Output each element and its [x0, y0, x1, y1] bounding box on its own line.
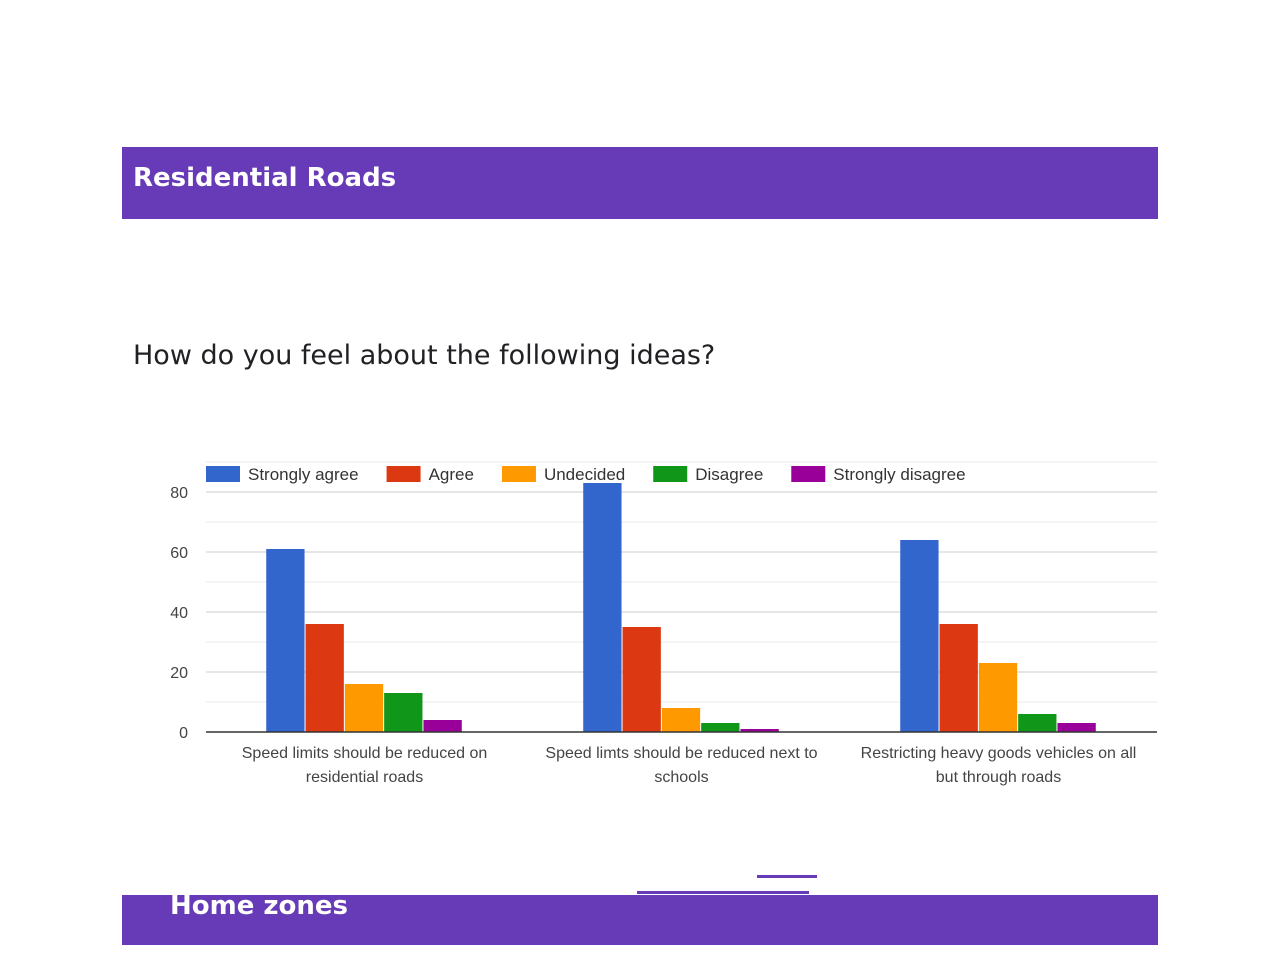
legend-swatch: [653, 466, 688, 482]
bar: [583, 483, 622, 732]
legend-label: Strongly agree: [248, 465, 359, 484]
bar: [740, 729, 779, 732]
bar: [266, 549, 305, 732]
y-tick-label: 60: [170, 545, 188, 562]
x-tick-label: Speed limits should be reduced on: [242, 745, 488, 762]
legend-swatch: [386, 466, 421, 482]
bar-chart: 0 20 40 60 80 Speed limits should be reduced…: [170, 461, 1157, 786]
bar: [978, 663, 1018, 732]
legend: Strongly agree Agree Undecided Disagree Stro…: [206, 465, 966, 484]
bar: [939, 624, 978, 732]
bars: [266, 483, 1096, 732]
legend-label: Agree: [429, 465, 474, 484]
bar: [900, 540, 939, 732]
legend-label: Undecided: [544, 465, 625, 484]
bar: [1018, 714, 1057, 732]
section-header-residential-roads: Residential Roads: [122, 147, 1158, 219]
legend-swatch: [501, 466, 536, 482]
bar: [1057, 723, 1096, 732]
question-title: How do you feel about the following idea…: [133, 340, 716, 371]
bar: [384, 693, 423, 732]
section-title: Home zones: [170, 891, 349, 921]
y-tick-label: 80: [170, 485, 188, 502]
legend-swatch: [791, 466, 826, 482]
legend-swatch: [206, 466, 240, 482]
tab-indicator: [757, 875, 817, 878]
y-tick-label: 0: [179, 725, 188, 742]
x-tick-label: Restricting heavy goods vehicles on all: [861, 745, 1137, 762]
bar: [423, 720, 462, 732]
section-header-home-zones: Home zones: [122, 893, 1158, 945]
grid-lines: [206, 461, 1157, 703]
y-axis-ticks: 0 20 40 60 80: [170, 485, 188, 742]
bar: [701, 723, 740, 732]
bar: [305, 624, 344, 732]
x-tick-label: but through roads: [936, 769, 1061, 786]
bar: [344, 684, 384, 732]
x-tick-label: residential roads: [306, 769, 423, 786]
bar: [661, 708, 701, 732]
y-tick-label: 20: [170, 665, 188, 682]
y-tick-label: 40: [170, 605, 188, 622]
bar: [622, 627, 661, 732]
x-tick-label: schools: [654, 769, 708, 786]
legend-label: Disagree: [695, 465, 763, 484]
tab-indicator: [637, 891, 809, 894]
x-axis-labels: Speed limits should be reduced on residen…: [242, 745, 1137, 786]
x-tick-label: Speed limts should be reduced next to: [545, 745, 817, 762]
section-title: Residential Roads: [133, 163, 397, 193]
legend-label: Strongly disagree: [833, 465, 965, 484]
